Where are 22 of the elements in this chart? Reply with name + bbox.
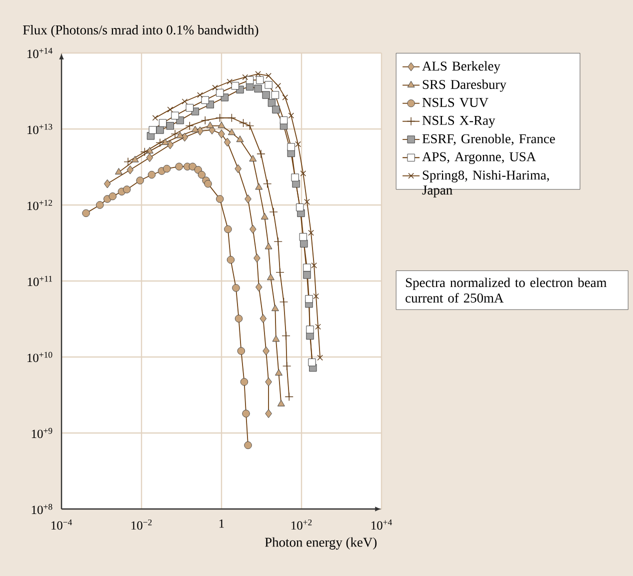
legend-label: Spring8, Nishi-Harima, Japan bbox=[422, 170, 549, 198]
x-tick-label: 10$^{−2}$ bbox=[131, 519, 152, 530]
x-tick-label: 10$^{+2}$ bbox=[291, 519, 312, 530]
legend-label: ESRF, Grenoble, France bbox=[422, 134, 555, 146]
x-axis-title: Photon energy (keV) bbox=[264, 537, 377, 550]
x-tick-label: 10$^{−4}$ bbox=[51, 519, 72, 530]
y-tick-label: 10$^{+10}$ bbox=[28, 352, 52, 362]
y-tick-label: 10$^{+11}$ bbox=[28, 276, 52, 286]
legend-label: SRS Daresbury bbox=[422, 80, 506, 92]
y-tick-label: 10$^{+12}$ bbox=[28, 200, 52, 210]
y-tick-label: 10$^{+13}$ bbox=[28, 124, 52, 134]
y-tick-label: 10$^{+8}$ bbox=[32, 504, 52, 514]
text: Spectra normalized to electron beam current of 250mA bbox=[406, 278, 607, 303]
legend-label: NSLS VUV bbox=[422, 98, 488, 108]
y-tick-label: 10$^{+14}$ bbox=[28, 48, 52, 58]
legend-label: APS, Argonne, USA bbox=[422, 152, 536, 164]
legend-label: ALS Berkeley bbox=[422, 61, 500, 74]
legend-label: NSLS X-Ray bbox=[422, 116, 496, 128]
y-tick-label: 10$^{+9}$ bbox=[32, 428, 52, 438]
x-tick-label: 1 bbox=[219, 519, 224, 528]
y-axis-title: Flux (Photons/s mrad into 0.1% bandwidth) bbox=[23, 25, 258, 38]
x-tick-label: 10$^{+4}$ bbox=[371, 519, 392, 530]
